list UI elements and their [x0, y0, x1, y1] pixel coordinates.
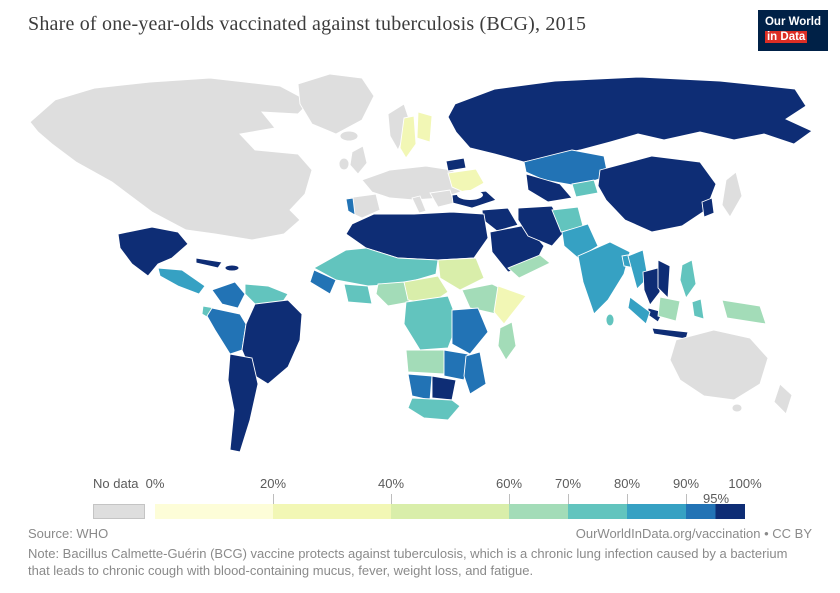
region-vietnam-laos[interactable] — [657, 259, 671, 300]
chart-footer: Source: WHO OurWorldInData.org/vaccinati… — [0, 526, 840, 580]
legend-tick-90: 90% — [672, 476, 700, 491]
region-uzbekistan-turkmenistan[interactable] — [525, 173, 573, 203]
region-russia[interactable] — [447, 76, 813, 163]
legend-tick-80: 80% — [613, 476, 641, 491]
region-canada-united-states[interactable] — [29, 77, 313, 241]
region-australia[interactable] — [669, 329, 769, 401]
region-portugal[interactable] — [345, 197, 356, 216]
region-colombia[interactable] — [211, 281, 246, 309]
owid-logo-line1: Our World — [764, 16, 821, 28]
region-belarus[interactable] — [445, 157, 467, 172]
region-kenya-tanzania[interactable] — [451, 307, 489, 355]
owid-logo[interactable]: Our World in Data — [757, 10, 828, 51]
region-mozambique[interactable] — [463, 351, 487, 395]
region-borneo[interactable] — [657, 296, 681, 322]
legend-bin-0-20[interactable] — [155, 504, 273, 519]
region-sahel[interactable] — [313, 247, 439, 287]
region-zambia-zimbabwe[interactable] — [443, 349, 469, 381]
legend-bin-70-80[interactable] — [568, 504, 627, 519]
region-botswana[interactable] — [431, 375, 457, 401]
region-sumatra[interactable] — [627, 296, 651, 325]
no-data-swatch[interactable] — [93, 504, 145, 519]
legend-tick-70: 70% — [554, 476, 582, 491]
region-south-africa[interactable] — [407, 397, 461, 421]
region-italy[interactable] — [411, 195, 427, 214]
region-madagascar[interactable] — [497, 321, 517, 361]
legend-tick-mark — [568, 494, 569, 504]
region-ireland[interactable] — [338, 157, 350, 171]
region-dr-congo[interactable] — [403, 295, 459, 351]
region-brazil[interactable] — [241, 299, 303, 385]
region-finland[interactable] — [416, 111, 433, 143]
region-yemen-oman[interactable] — [507, 254, 551, 279]
source-text: Source: WHO — [28, 526, 109, 541]
region-peru-bolivia[interactable] — [206, 307, 247, 355]
legend-color-scale — [155, 504, 745, 519]
world-map — [29, 73, 813, 453]
region-balkans-greece[interactable] — [429, 189, 455, 208]
legend-tick-0: 0% — [145, 476, 165, 491]
region-new-zealand[interactable] — [773, 383, 793, 415]
region-hispaniola[interactable] — [224, 264, 240, 272]
region-korea[interactable] — [701, 197, 715, 218]
region-philippines[interactable] — [679, 259, 697, 299]
legend-bin-60-70[interactable] — [509, 504, 568, 519]
region-angola[interactable] — [405, 349, 447, 375]
region-india[interactable] — [577, 241, 631, 315]
legend-bin-90-95[interactable] — [686, 504, 716, 519]
region-ukraine[interactable] — [447, 168, 485, 194]
region-north-africa[interactable] — [345, 211, 489, 261]
black-sea — [457, 190, 483, 200]
legend-tick-mark — [391, 494, 392, 504]
legend-tick-mark — [686, 494, 687, 504]
region-central-america[interactable] — [157, 267, 206, 295]
legend-tick-95: 95% — [702, 491, 730, 506]
region-kyrgyzstan-tajikistan[interactable] — [571, 179, 599, 198]
region-nigeria[interactable] — [375, 281, 411, 307]
legend-bin-80-90[interactable] — [627, 504, 686, 519]
region-namibia[interactable] — [407, 373, 433, 401]
chart-title: Share of one-year-olds vaccinated agains… — [28, 13, 587, 35]
region-greenland[interactable] — [297, 73, 375, 135]
region-chile-argentina[interactable] — [227, 353, 259, 453]
region-somalia[interactable] — [493, 285, 527, 325]
region-senegal-guinea[interactable] — [309, 269, 337, 295]
legend-tick-20: 20% — [259, 476, 287, 491]
region-mexico[interactable] — [117, 226, 189, 277]
region-china-mongolia[interactable] — [597, 155, 717, 233]
region-new-guinea[interactable] — [721, 299, 767, 325]
region-sulawesi[interactable] — [691, 298, 705, 320]
region-united-kingdom[interactable] — [349, 145, 368, 175]
region-iceland[interactable] — [339, 130, 359, 142]
region-japan[interactable] — [721, 171, 743, 218]
legend-tick-mark — [627, 494, 628, 504]
legend-tick-mark — [509, 494, 510, 504]
region-cuba[interactable] — [195, 257, 223, 269]
region-sweden[interactable] — [399, 115, 417, 159]
no-data-swatch-rect[interactable] — [93, 504, 145, 519]
region-ghana-cote-divoire[interactable] — [343, 283, 373, 305]
legend-tick-100: 100% — [728, 476, 762, 491]
map-legend: No data 0% 20% 40% 60% 70% 80% 90% 95% 1… — [0, 466, 840, 526]
caspian-sea — [506, 173, 522, 203]
owid-logo-line2: in Data — [764, 31, 808, 43]
legend-bin-95-100[interactable] — [715, 504, 746, 519]
legend-tick-60: 60% — [495, 476, 523, 491]
region-tasmania[interactable] — [731, 403, 743, 413]
legend-tick-mark — [273, 494, 274, 504]
region-thailand[interactable] — [642, 267, 661, 306]
legend-tick-40: 40% — [377, 476, 405, 491]
region-java[interactable] — [651, 327, 689, 340]
legend-bin-40-60[interactable] — [391, 504, 509, 519]
region-sri-lanka[interactable] — [605, 313, 615, 327]
region-chad-sudan[interactable] — [437, 257, 485, 291]
attribution-link[interactable]: OurWorldInData.org/vaccination • CC BY — [575, 526, 812, 541]
legend-bin-20-40[interactable] — [273, 504, 391, 519]
no-data-label: No data — [93, 476, 139, 491]
note-text: Note: Bacillus Calmette-Guérin (BCG) vac… — [28, 546, 788, 578]
